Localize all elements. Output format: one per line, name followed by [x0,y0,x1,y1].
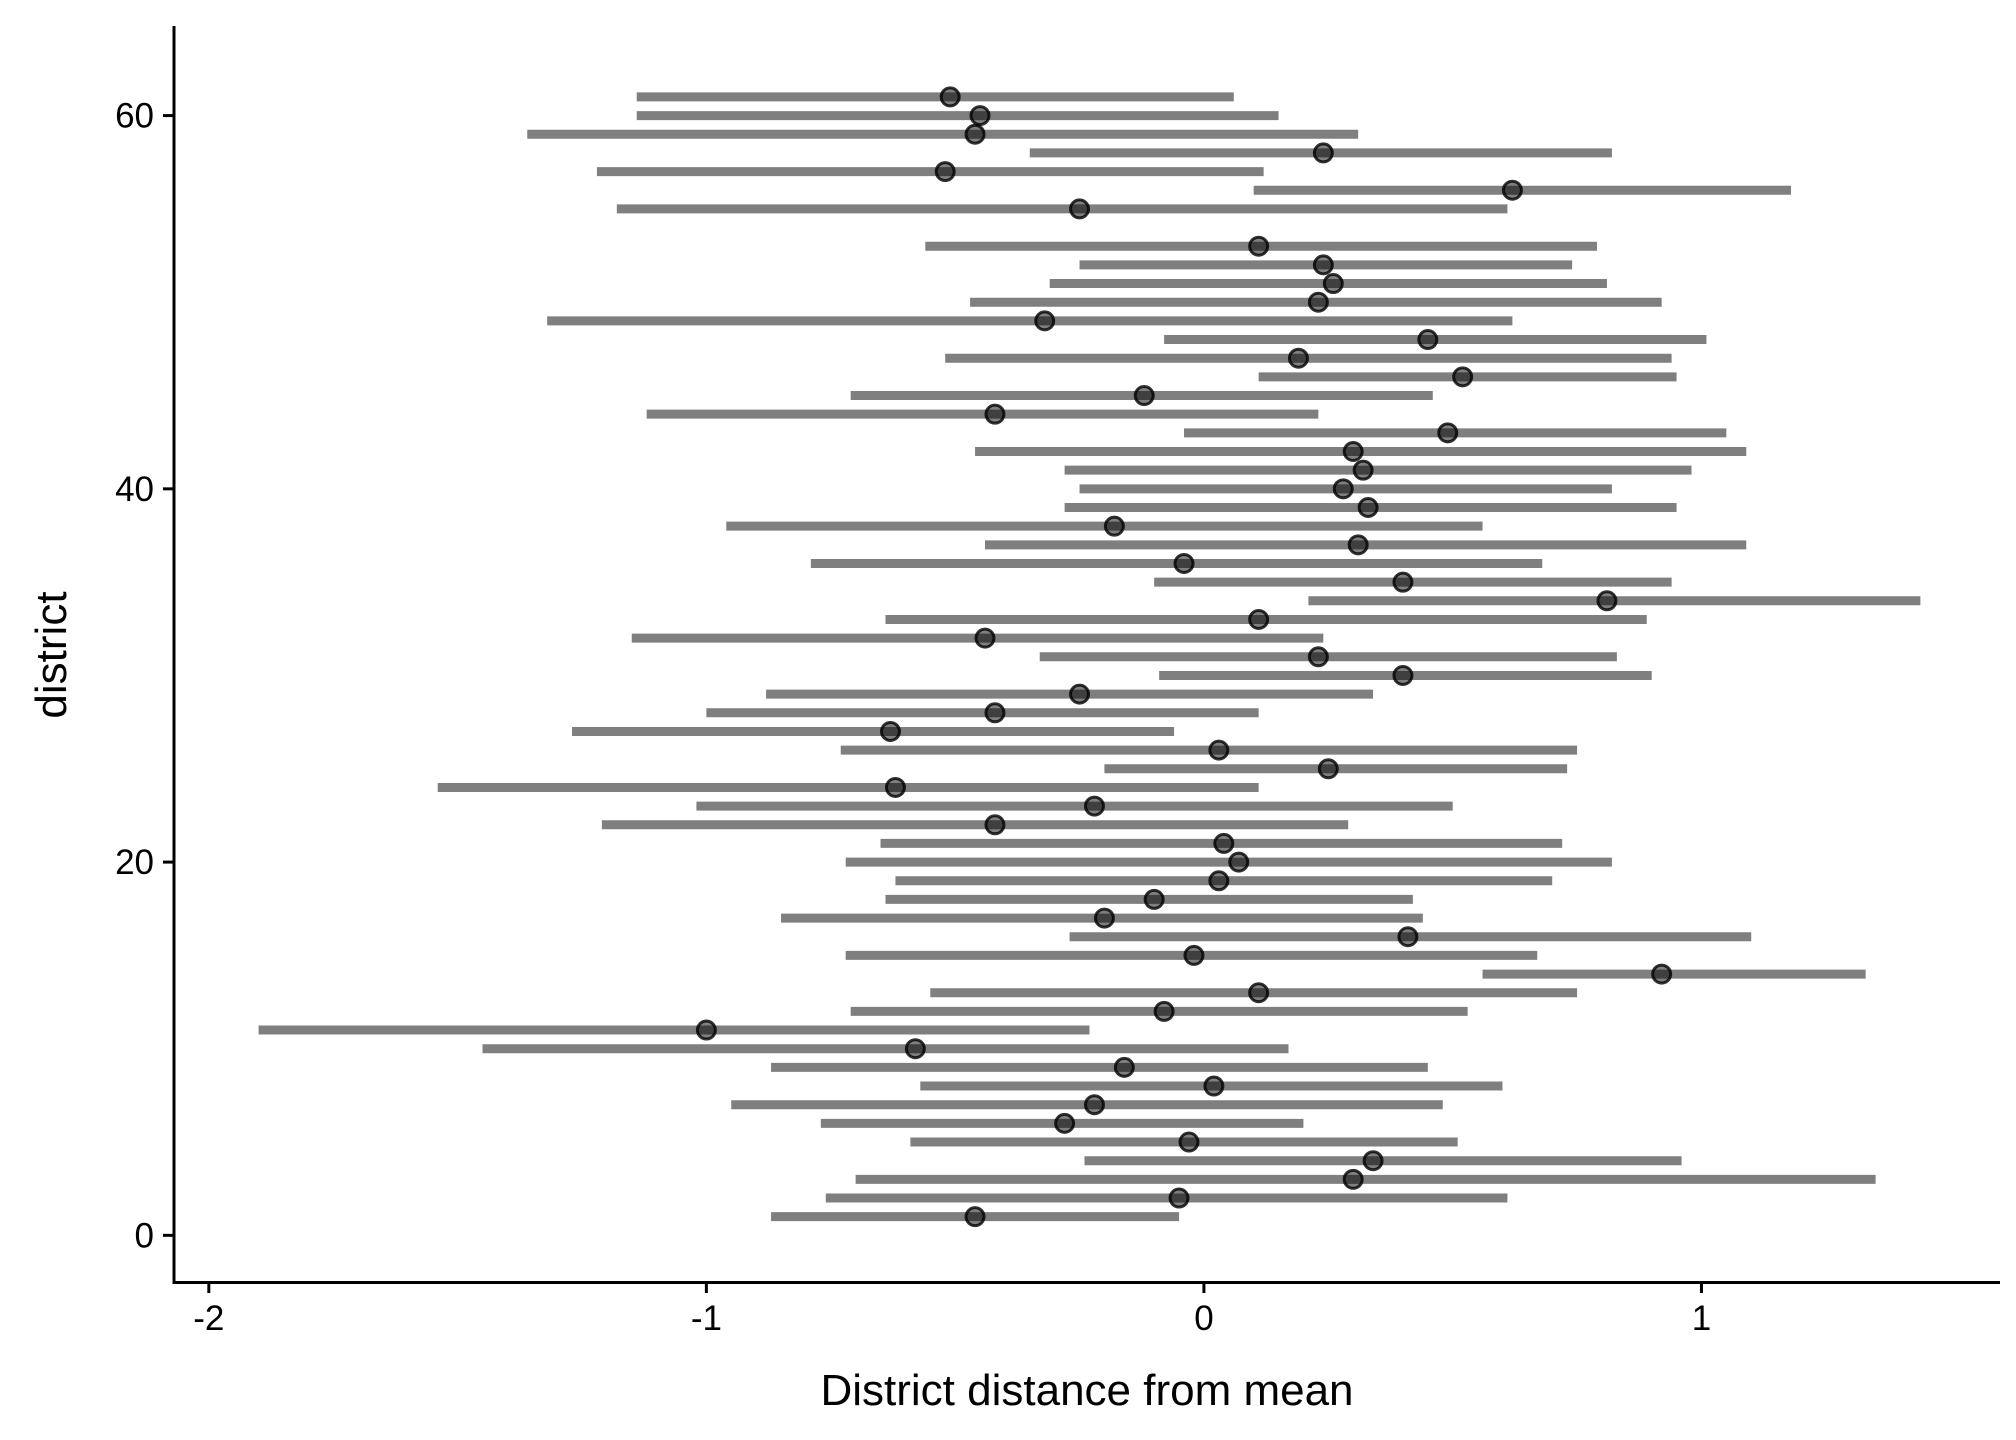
y-ticks: 0 20 40 60 [115,97,174,1255]
estimate-point-2 [1168,1187,1190,1209]
estimate-point-21 [1213,832,1235,854]
estimate-point-28 [984,702,1006,724]
x-axis-title: District distance from mean [820,1366,1353,1415]
x-tick-label: 0 [1194,1299,1213,1338]
estimate-point-56 [1501,179,1523,201]
estimate-point-14 [1651,963,1673,985]
estimate-point-29 [1069,683,1091,705]
estimate-point-58 [1312,142,1334,164]
estimate-point-33 [1248,608,1270,630]
estimate-point-19 [1208,870,1230,892]
estimate-point-7 [1083,1094,1105,1116]
estimate-point-48 [1417,329,1439,351]
estimate-point-25 [1317,758,1339,780]
estimate-point-55 [1069,198,1091,220]
estimate-point-15 [1183,944,1205,966]
estimate-point-37 [1347,534,1369,556]
estimate-point-53 [1248,235,1270,257]
estimate-point-11 [695,1019,717,1041]
estimate-point-20 [1228,851,1250,873]
estimate-point-36 [1173,552,1195,574]
x-tick-label: -2 [193,1299,224,1338]
estimate-point-52 [1312,254,1334,276]
estimate-point-61 [939,86,961,108]
estimate-point-59 [964,123,986,145]
estimate-point-40 [1332,478,1354,500]
estimate-point-34 [1596,590,1618,612]
estimate-point-3 [1342,1168,1364,1190]
estimate-point-57 [934,161,956,183]
estimate-point-18 [1143,888,1165,910]
estimate-point-38 [1103,515,1125,537]
estimate-point-35 [1392,571,1414,593]
estimate-point-6 [1054,1112,1076,1134]
estimate-point-27 [879,720,901,742]
estimate-point-5 [1178,1131,1200,1153]
estimate-point-39 [1357,496,1379,518]
x-ticks: -2 -1 0 1 [193,1282,1711,1338]
estimate-point-9 [1113,1056,1135,1078]
estimate-point-31 [1307,646,1329,668]
x-tick-label: -1 [691,1299,722,1338]
plot-marks [258,86,1921,1228]
estimate-point-17 [1093,907,1115,929]
estimate-point-43 [1437,422,1459,444]
estimate-point-8 [1203,1075,1225,1097]
y-tick-label: 40 [115,470,154,509]
estimate-point-44 [984,403,1006,425]
estimate-point-23 [1083,795,1105,817]
estimate-point-13 [1248,982,1270,1004]
x-tick-label: 1 [1692,1299,1711,1338]
estimate-point-1 [964,1206,986,1228]
y-tick-label: 0 [135,1216,154,1255]
y-tick-label: 60 [115,97,154,136]
estimate-point-42 [1342,441,1364,463]
estimate-point-26 [1208,739,1230,761]
y-tick-label: 20 [115,843,154,882]
y-axis-title: district [27,591,76,718]
estimate-point-32 [974,627,996,649]
estimate-point-10 [904,1038,926,1060]
estimate-point-50 [1307,291,1329,313]
estimate-point-45 [1133,385,1155,407]
estimate-point-47 [1287,347,1309,369]
estimate-point-60 [969,105,991,127]
estimate-point-49 [1034,310,1056,332]
estimate-point-51 [1322,273,1344,295]
estimate-point-30 [1392,664,1414,686]
estimate-point-46 [1452,366,1474,388]
estimate-point-16 [1397,926,1419,948]
estimate-point-24 [884,776,906,798]
estimate-point-41 [1352,459,1374,481]
estimate-point-22 [984,814,1006,836]
estimate-point-4 [1362,1150,1384,1172]
estimate-point-12 [1153,1000,1175,1022]
